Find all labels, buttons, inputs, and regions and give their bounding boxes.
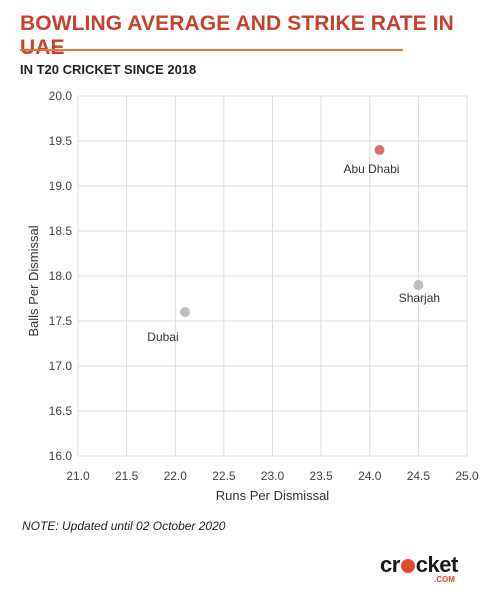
- tick-labels: 21.0 21.5 22.0 22.5 23.0 23.5 24.0 24.5 25.0 16.0…: [49, 89, 479, 483]
- logo-text-part-a: cr: [380, 552, 400, 577]
- data-point-label: Dubai: [147, 330, 178, 344]
- x-tick-label: 22.5: [212, 469, 236, 483]
- y-tick-label: 16.0: [49, 449, 73, 463]
- x-tick-label: 24.5: [407, 469, 431, 483]
- logo-wordmark: cr cket: [380, 552, 458, 578]
- x-tick-label: 23.0: [261, 469, 285, 483]
- y-tick-label: 19.5: [49, 134, 73, 148]
- chart-subtitle: IN T20 CRICKET SINCE 2018: [20, 62, 197, 77]
- logo-text-part-b: cket: [415, 552, 459, 577]
- data-point-label: Abu Dhabi: [343, 162, 399, 176]
- cricket-com-logo: cr cket .COM: [380, 552, 475, 586]
- x-tick-label: 22.0: [164, 469, 188, 483]
- grid: [77, 95, 468, 457]
- chart-title: BOWLING AVERAGE AND STRIKE RATE IN UAE: [20, 12, 454, 59]
- y-tick-label: 16.5: [49, 404, 73, 418]
- x-axis-label: Runs Per Dismissal: [216, 488, 330, 503]
- logo-suffix: .COM: [434, 575, 455, 584]
- x-tick-label: 21.5: [115, 469, 139, 483]
- x-tick-label: 25.0: [455, 469, 479, 483]
- y-tick-label: 18.0: [49, 269, 73, 283]
- y-tick-label: 17.5: [49, 314, 73, 328]
- y-tick-label: 19.0: [49, 179, 73, 193]
- y-tick-label: 18.5: [49, 224, 73, 238]
- x-tick-label: 24.0: [358, 469, 382, 483]
- title-underline: [20, 49, 403, 51]
- data-point-label: Sharjah: [399, 291, 440, 305]
- y-axis-label: Balls Per Dismissal: [26, 225, 41, 336]
- data-points: Abu Dhabi Sharjah Dubai: [147, 145, 440, 344]
- data-point: [374, 145, 385, 155]
- footnote: NOTE: Updated until 02 October 2020: [22, 519, 226, 533]
- data-point: [413, 280, 424, 290]
- y-tick-label: 17.0: [49, 359, 73, 373]
- y-tick-label: 20.0: [49, 89, 73, 103]
- cricket-ball-icon: [400, 559, 415, 573]
- x-tick-label: 23.5: [309, 469, 333, 483]
- data-point: [179, 307, 190, 317]
- x-tick-label: 21.0: [66, 469, 90, 483]
